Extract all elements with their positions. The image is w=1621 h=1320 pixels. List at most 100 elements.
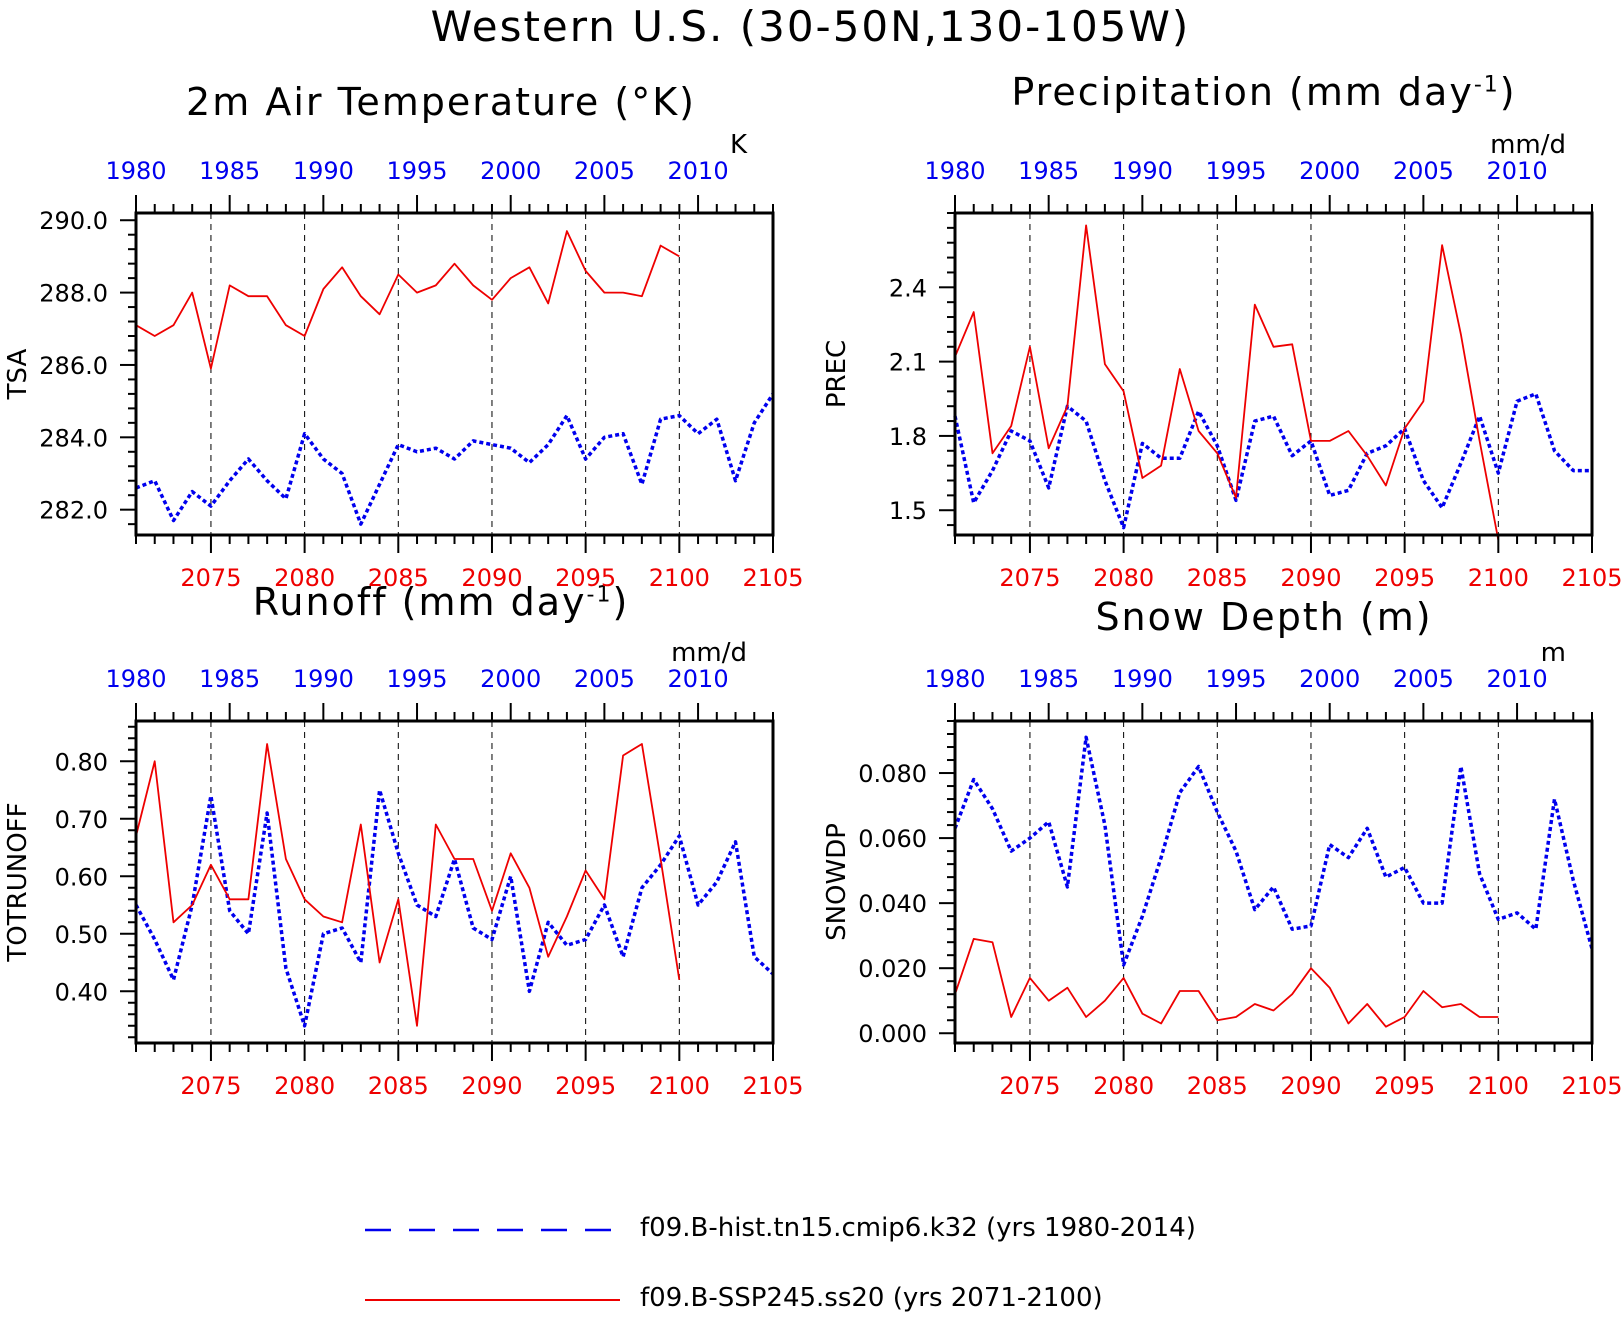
panel-title-runoff: Runoff (mm day-1) [0, 580, 882, 624]
panel-title-precipitation: Precipitation (mm day-1) [814, 70, 1621, 114]
top-tick-label: 1990 [293, 157, 354, 185]
legend-label-hist: f09.B-hist.tn15.cmip6.k32 (yrs 1980-2014… [640, 1213, 1196, 1243]
top-tick-label: 1995 [1205, 157, 1266, 185]
bottom-tick-label: 2095 [555, 1072, 616, 1100]
units-label: K [730, 130, 748, 160]
series-line-ssp [135, 230, 680, 370]
bottom-tick-label: 2080 [1093, 564, 1154, 592]
series-line-ssp [954, 224, 1500, 541]
y-tick-label: 1.5 [889, 497, 927, 525]
bottom-tick-label: 2085 [1187, 564, 1248, 592]
top-tick-label: 1995 [386, 665, 447, 693]
panel-prec: 2075 2080 2085 2090 2095 2100 2105 1980 1985 1990… [822, 130, 1621, 592]
bottom-tick-label: 2105 [742, 1072, 803, 1100]
y-tick-label: 0.50 [55, 921, 108, 949]
bottom-tick-label: 2075 [180, 564, 241, 592]
panel-tsa: 2075 2080 2085 2090 2095 2100 2105 1980 1985 1990… [3, 130, 804, 592]
y-tick-label: 0.040 [858, 890, 927, 918]
legend-swatch-hist [365, 1228, 620, 1232]
top-tick-label: 2000 [480, 157, 541, 185]
top-tick-label: 1985 [1018, 665, 1079, 693]
units-label: mm/d [1490, 130, 1566, 160]
top-tick-label: 1995 [1205, 665, 1266, 693]
panel-title-text: Runoff (mm day [252, 580, 587, 624]
plot-frame [953, 211, 1594, 537]
units-label: m [1541, 638, 1566, 668]
panel-title-text-end: ) [612, 580, 630, 624]
bottom-tick-label: 2075 [999, 564, 1060, 592]
top-tick-label: 2005 [574, 157, 635, 185]
top-tick-label: 2005 [1393, 157, 1454, 185]
top-tick-label: 1990 [1112, 665, 1173, 693]
bottom-tick-label: 2105 [1561, 1072, 1621, 1100]
top-tick-label: 1990 [293, 665, 354, 693]
panel-title-superscript: -1 [586, 582, 613, 608]
panel-title-temperature: 2m Air Temperature (°K) [0, 80, 882, 124]
y-tick-label: 286.0 [39, 352, 108, 380]
series-line-hist [135, 392, 775, 526]
y-axis-title: SNOWDP [822, 823, 852, 941]
panel-totrunoff: 2075 2080 2085 2090 2095 2100 2105 1980 1985 1990… [3, 638, 804, 1100]
bottom-tick-label: 2105 [742, 564, 803, 592]
series-line-ssp [135, 743, 681, 1027]
legend-swatch-ssp [365, 1299, 620, 1301]
panel-title-text: 2m Air Temperature (°K) [186, 80, 696, 124]
top-tick-label: 2005 [574, 665, 635, 693]
bottom-tick-label: 2080 [274, 564, 335, 592]
top-tick-label: 1985 [199, 157, 260, 185]
y-tick-label: 290.0 [39, 207, 108, 235]
bottom-tick-label: 2100 [1468, 564, 1529, 592]
top-tick-label: 1995 [386, 157, 447, 185]
bottom-tick-label: 2085 [1187, 1072, 1248, 1100]
y-axis-title: TSA [3, 348, 33, 400]
bottom-tick-label: 2090 [461, 564, 522, 592]
panel-snowdp: 2075 2080 2085 2090 2095 2100 2105 1980 1985 1990… [822, 638, 1621, 1100]
figure-title: Western U.S. (30-50N,130-105W) [430, 2, 1191, 51]
bottom-tick-label: 2095 [1374, 564, 1435, 592]
y-tick-label: 0.70 [55, 806, 108, 834]
y-tick-label: 0.000 [858, 1020, 927, 1048]
panel-title-snow-depth: Snow Depth (m) [814, 595, 1621, 639]
y-tick-label: 2.1 [889, 349, 927, 377]
series-line-hist [134, 788, 775, 1028]
bottom-tick-label: 2085 [368, 564, 429, 592]
bottom-tick-label: 2085 [368, 1072, 429, 1100]
top-tick-label: 1980 [924, 665, 985, 693]
units-label: mm/d [671, 638, 747, 668]
series-line-hist [953, 392, 1592, 530]
top-tick-label: 1980 [924, 157, 985, 185]
top-tick-label: 1985 [1018, 157, 1079, 185]
y-tick-label: 288.0 [39, 280, 108, 308]
panel-title-superscript: -1 [1473, 72, 1500, 98]
bottom-tick-label: 2080 [1093, 1072, 1154, 1100]
bottom-tick-label: 2090 [1280, 1072, 1341, 1100]
panel-title-text: Snow Depth (m) [1095, 595, 1433, 639]
y-tick-label: 0.020 [858, 955, 927, 983]
bottom-tick-label: 2090 [461, 1072, 522, 1100]
panel-title-text-end: ) [1499, 70, 1517, 114]
top-tick-label: 1980 [105, 157, 166, 185]
top-tick-label: 2010 [1487, 665, 1548, 693]
y-tick-label: 2.4 [889, 274, 927, 302]
y-axis-title: PREC [822, 340, 852, 408]
top-tick-label: 1985 [199, 665, 260, 693]
bottom-tick-label: 2105 [1561, 564, 1621, 592]
series-line-hist [953, 735, 1594, 967]
top-tick-label: 2000 [480, 665, 541, 693]
y-tick-label: 0.80 [55, 748, 108, 776]
y-tick-label: 0.060 [858, 825, 927, 853]
top-tick-label: 2010 [1487, 157, 1548, 185]
panel-title-text: Precipitation (mm day [1011, 70, 1474, 114]
bottom-tick-label: 2075 [999, 1072, 1060, 1100]
y-axis-title: TOTRUNOFF [3, 802, 33, 962]
bottom-tick-label: 2095 [555, 564, 616, 592]
legend-label-ssp: f09.B-SSP245.ss20 (yrs 2071-2100) [640, 1283, 1103, 1313]
series-line-ssp [954, 938, 1499, 1028]
top-tick-label: 2010 [668, 157, 729, 185]
top-tick-label: 2005 [1393, 665, 1454, 693]
y-tick-label: 1.8 [889, 423, 927, 451]
top-tick-label: 2000 [1299, 157, 1360, 185]
top-tick-label: 1990 [1112, 157, 1173, 185]
bottom-tick-label: 2095 [1374, 1072, 1435, 1100]
